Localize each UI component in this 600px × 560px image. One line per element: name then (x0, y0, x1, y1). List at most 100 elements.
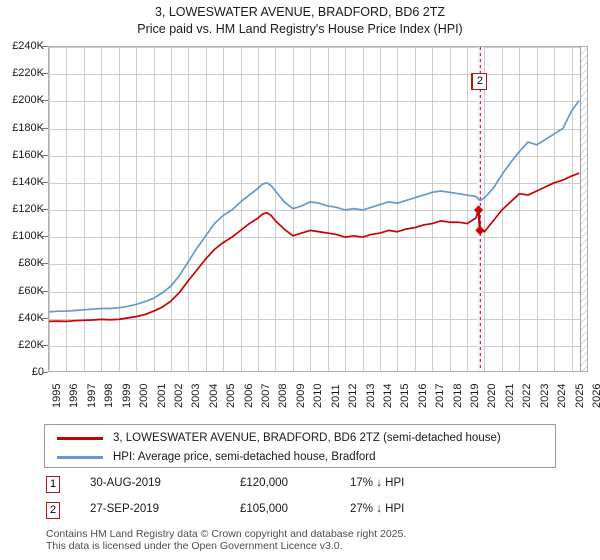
gridline-vertical (136, 47, 138, 371)
y-axis-tick (42, 46, 48, 47)
y-axis-tick-label: £180K (12, 121, 44, 134)
footer-attribution: Contains HM Land Registry data © Crown c… (46, 528, 594, 552)
gridline-vertical (571, 47, 573, 371)
y-axis-tick-label: £240K (12, 40, 44, 52)
y-axis-tick-label: £40K (18, 311, 44, 324)
gridline-vertical (275, 47, 277, 371)
event-number-badge[interactable]: 2 (472, 73, 488, 90)
series-line (49, 100, 580, 313)
y-axis-tick (42, 127, 48, 129)
gridline-vertical (397, 47, 399, 371)
y-axis-tick-label: £0 (31, 366, 44, 378)
x-axis-tick-label: 2004 (207, 383, 220, 408)
y-axis-tick (42, 263, 48, 265)
x-axis-tick-label: 2012 (347, 383, 360, 408)
y-axis-tick-label: £100K (12, 230, 44, 243)
gridline-horizontal (49, 74, 587, 76)
gridline-horizontal (49, 291, 587, 293)
x-axis-tick-label: 2023 (538, 383, 551, 408)
y-axis-tick-label: £140K (12, 175, 44, 188)
gridline-vertical (118, 47, 120, 371)
x-axis-tick-label: 2014 (381, 383, 394, 408)
x-axis-tick-label: 2025 (573, 383, 586, 408)
x-axis-tick-label: 2021 (503, 383, 516, 408)
gridline-vertical (519, 47, 521, 371)
legend-label: HPI: Average price, semi-detached house,… (113, 450, 376, 463)
gridline-horizontal (49, 345, 587, 347)
gridline-vertical (310, 47, 312, 371)
gridline-horizontal (49, 47, 587, 48)
transaction-hpi-delta: 27% ↓ HPI (350, 503, 405, 515)
y-axis-tick (42, 100, 48, 102)
transaction-date: 27-SEP-2019 (90, 503, 160, 515)
gridline-vertical (327, 47, 329, 371)
gridline-vertical (484, 47, 486, 371)
gridline-horizontal (49, 237, 587, 239)
x-axis-tick-label: 1999 (120, 383, 133, 408)
gridline-vertical (345, 47, 347, 371)
gridline-horizontal (49, 264, 587, 266)
x-axis-tick-label: 1998 (103, 383, 116, 408)
transaction-number-badge: 1 (46, 476, 60, 493)
transaction-number-badge: 2 (46, 502, 60, 519)
x-axis-tick-label: 2018 (451, 383, 464, 408)
x-axis-tick-label: 2001 (155, 383, 168, 408)
gridline-horizontal (49, 101, 587, 103)
gridline-vertical (554, 47, 556, 371)
gridline-vertical (258, 47, 260, 371)
x-axis-tick-label: 2007 (260, 383, 273, 408)
gridline-vertical (379, 47, 381, 371)
future-projection-region (580, 47, 587, 371)
y-axis-tick (42, 209, 48, 210)
table-row[interactable]: 1 30-AUG-2019 £120,000 17% ↓ HPI (44, 474, 556, 500)
x-axis-tick-label: 2000 (138, 383, 151, 408)
sale-point-marker[interactable] (473, 205, 484, 215)
y-axis-tick (42, 290, 48, 292)
x-axis-tick-label: 2011 (329, 384, 342, 408)
x-axis-tick-label: 1996 (68, 383, 81, 408)
transaction-date: 30-AUG-2019 (90, 477, 161, 489)
table-row[interactable]: 2 27-SEP-2019 £105,000 27% ↓ HPI (44, 500, 556, 526)
transaction-price: £105,000 (240, 503, 288, 515)
x-axis-tick-label: 2010 (312, 383, 325, 408)
x-axis-tick-label: 2022 (521, 383, 534, 408)
legend-label: 3, LOWESWATER AVENUE, BRADFORD, BD6 2TZ … (113, 431, 501, 444)
gridline-vertical (83, 47, 85, 371)
legend-item: 3, LOWESWATER AVENUE, BRADFORD, BD6 2TZ … (45, 428, 501, 448)
y-axis-tick-label: £200K (12, 94, 44, 107)
sale-point-marker[interactable] (475, 225, 485, 235)
x-axis-tick-label: 2006 (242, 383, 255, 408)
page-subtitle: Price paid vs. HM Land Registry's House … (137, 22, 463, 36)
y-axis-tick (42, 154, 48, 156)
gridline-horizontal (49, 155, 587, 157)
x-axis-tick-label: 2020 (486, 383, 499, 408)
series-layer (49, 100, 580, 323)
x-axis-tick-label: 2008 (277, 383, 290, 408)
y-axis-tick-label: £120K (12, 203, 44, 215)
page-title: 3, LOWESWATER AVENUE, BRADFORD, BD6 2TZ (154, 5, 446, 19)
y-axis-tick-label: £60K (18, 284, 44, 297)
x-axis-tick-label: 2005 (225, 383, 238, 408)
plot-area: 12 (48, 46, 588, 372)
gridline-horizontal (49, 318, 587, 320)
transactions-table: 1 30-AUG-2019 £120,000 17% ↓ HPI 2 27-SEP-201… (44, 474, 556, 526)
x-axis-tick-label: 1995 (51, 383, 63, 408)
y-axis-tick (42, 181, 48, 183)
x-axis-tick-label: 2019 (469, 383, 482, 408)
gridline-vertical (49, 47, 50, 371)
gridline-horizontal (49, 128, 587, 130)
gridline-vertical (66, 47, 68, 371)
gridline-horizontal (49, 210, 587, 211)
y-axis-tick-label: £160K (12, 148, 44, 161)
x-axis-tick-label: 2002 (172, 383, 185, 408)
x-axis-tick-label: 2024 (556, 383, 569, 408)
gridline-vertical (414, 47, 416, 371)
legend-color-swatch (57, 436, 103, 440)
y-axis-tick-label: £20K (18, 338, 44, 351)
x-axis-tick-label: 2017 (434, 383, 447, 408)
x-axis-tick-label: 1997 (85, 383, 98, 408)
y-axis-tick (42, 344, 48, 346)
gridline-vertical (153, 47, 155, 371)
gridline-vertical (188, 47, 190, 371)
